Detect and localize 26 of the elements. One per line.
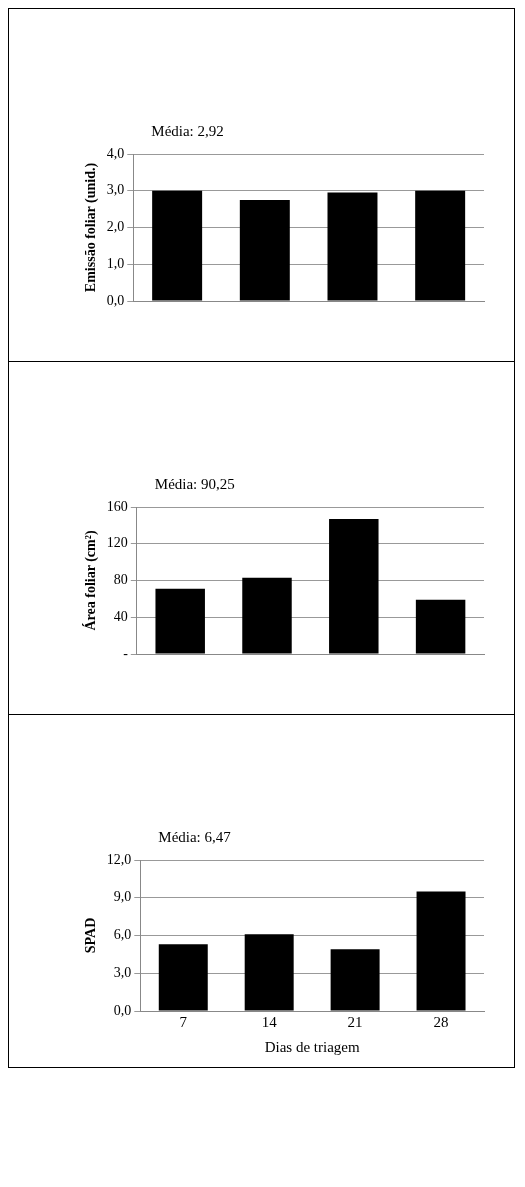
y-axis-title: SPAD xyxy=(83,917,99,954)
y-axis-title: Área foliar (cm²) xyxy=(82,530,100,631)
x-tick-label: 21 xyxy=(347,1013,363,1030)
y-tick-label: 40 xyxy=(113,608,128,624)
x-tick-label: 7 xyxy=(179,1013,188,1030)
y-tick-label: 4,0 xyxy=(106,145,125,161)
y-tick-label: 3,0 xyxy=(113,964,132,980)
x-axis-title: Dias de triagem xyxy=(264,1038,360,1055)
y-tick-label: 3,0 xyxy=(106,182,125,198)
chart-title: Média: 6,47 xyxy=(158,829,232,846)
y-tick-label: 120 xyxy=(106,535,128,551)
y-tick-label: 12,0 xyxy=(106,851,132,867)
x-tick-label: 28 xyxy=(433,1013,449,1030)
y-tick-label: 0,0 xyxy=(106,292,125,308)
y-tick-label: 9,0 xyxy=(113,889,132,905)
y-tick-label: 160 xyxy=(106,498,128,514)
x-tick-label: 14 xyxy=(261,1013,278,1030)
y-tick-label: 0,0 xyxy=(113,1002,132,1018)
chart-title: Média: 90,25 xyxy=(154,476,235,493)
y-axis-title: Emissão foliar (unid.) xyxy=(83,162,100,293)
chart-title: Média: 2,92 xyxy=(151,123,224,140)
y-tick-label: 2,0 xyxy=(106,219,125,235)
y-tick-label: 6,0 xyxy=(113,927,132,943)
y-tick-label: 80 xyxy=(113,572,128,588)
y-tick-label: 1,0 xyxy=(106,255,125,271)
y-tick-label: - xyxy=(123,645,129,661)
